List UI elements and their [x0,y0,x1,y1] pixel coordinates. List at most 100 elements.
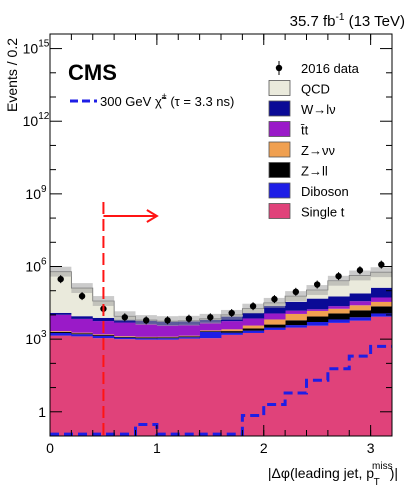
bar-4-3 [114,322,136,337]
bar-0-5 [156,339,179,436]
bar-4-5 [156,325,179,337]
bar-2-6 [178,336,201,338]
bar-2-8 [221,331,243,333]
bar-1-7 [199,331,222,339]
bar-0-11 [285,327,307,436]
bar-4-14 [349,301,372,306]
data-point-5 [164,317,171,324]
bar-5-13 [327,296,350,307]
y-tick-label-1: 1012 [23,111,50,129]
bar-4-8 [221,321,243,330]
bar-0-9 [242,332,265,436]
bar-1-10 [263,327,286,330]
bar-4-4 [135,323,158,337]
bar-1-0 [50,332,72,336]
bar-1-12 [306,322,329,326]
bar-5-15 [370,287,393,298]
legend-entry-0: QCD [268,80,330,97]
legend-entry-1: W→lν [268,100,336,117]
data-point-3 [121,314,129,321]
legend-swatch-1 [268,100,291,117]
bar-1-3 [114,337,136,340]
legend-label-6: Single t [301,205,345,220]
legend-swatch-3 [268,141,291,158]
bar-5-10 [263,305,286,314]
bar-0-14 [349,320,372,436]
bar-0-13 [327,322,350,436]
bar-3-6 [178,335,201,337]
stacked-bars [49,271,393,436]
legend-label-data: 2016 data [301,61,360,76]
bar-3-3 [114,336,136,337]
bar-4-15 [370,297,393,302]
bar-3-2 [92,334,115,336]
bar-3-9 [242,325,265,329]
bar-0-1 [71,336,94,436]
legend-swatch-2 [268,121,291,137]
data-point-9 [249,302,257,310]
bar-0-0 [50,335,72,436]
legend-label-3: Z→νν [301,143,335,158]
bar-3-4 [135,336,158,338]
bar-0-15 [370,316,393,436]
data-point-13 [335,272,342,280]
bar-3-13 [327,308,350,314]
legend: 2016 data QCD W→lν t̄t Z→νν Z→ll Diboson Single… [268,61,360,220]
legend-swatch-6 [268,203,291,219]
unc-14 [349,270,371,281]
bar-4-9 [242,318,265,326]
x-axis-label: |Δφ(leading jet, pmiss T)| [268,461,398,488]
bar-6-1 [71,288,94,317]
bar-4-7 [199,322,222,331]
bar-2-12 [306,316,329,323]
bar-4-13 [327,306,350,309]
data-point-10 [271,295,278,303]
unc-15 [370,267,392,278]
bar-2-4 [135,337,158,339]
legend-entry-5: Diboson [268,182,349,199]
signal-legend-label: 300 GeV χ̃± (τ = 3.3 ns) [100,91,234,109]
bar-2-5 [156,337,179,339]
data-point-4 [142,317,150,324]
bar-2-10 [263,324,286,328]
bar-1-15 [370,313,393,317]
unc-1 [71,283,93,293]
y-tick-label-0: 1015 [23,39,50,57]
bar-1-1 [71,334,94,337]
cut-arrow-head [146,209,159,223]
bar-2-9 [242,328,265,331]
bar-1-2 [92,335,115,339]
bar-4-10 [263,313,286,320]
bar-5-12 [306,298,329,310]
bar-3-0 [50,331,72,332]
bar-4-12 [306,309,329,311]
x-tick-label-2: 2 [260,440,268,456]
data-point-8 [228,309,235,317]
bar-5-9 [242,312,265,319]
legend-entry-6: Single t [268,203,345,220]
bar-5-14 [349,293,372,302]
x-tick-label-1: 1 [153,440,161,456]
legend-entry-2: t̄t [268,121,309,138]
bar-3-7 [199,330,222,332]
x-tick-label-3: 3 [367,440,375,456]
bar-4-0 [50,314,72,332]
bar-5-2 [92,317,115,322]
bar-0-7 [199,338,222,436]
bar-0-3 [114,339,136,436]
legend-entry-data: 2016 data [275,61,360,76]
bar-5-11 [285,301,307,311]
bar-3-5 [156,336,179,338]
bar-0-4 [135,339,158,436]
bar-1-9 [242,330,265,333]
bar-1-5 [156,338,179,340]
unc-0 [50,266,72,277]
bar-2-2 [92,335,115,336]
y-axis-label: Events / 0.2 [4,38,20,112]
data-point-12 [313,281,321,288]
bar-3-8 [221,329,243,332]
bar-1-8 [221,332,243,335]
lumi-label: 35.7 fb-1 (13 TeV) [290,12,405,30]
data-point-7 [207,314,214,321]
bar-2-14 [349,310,372,318]
